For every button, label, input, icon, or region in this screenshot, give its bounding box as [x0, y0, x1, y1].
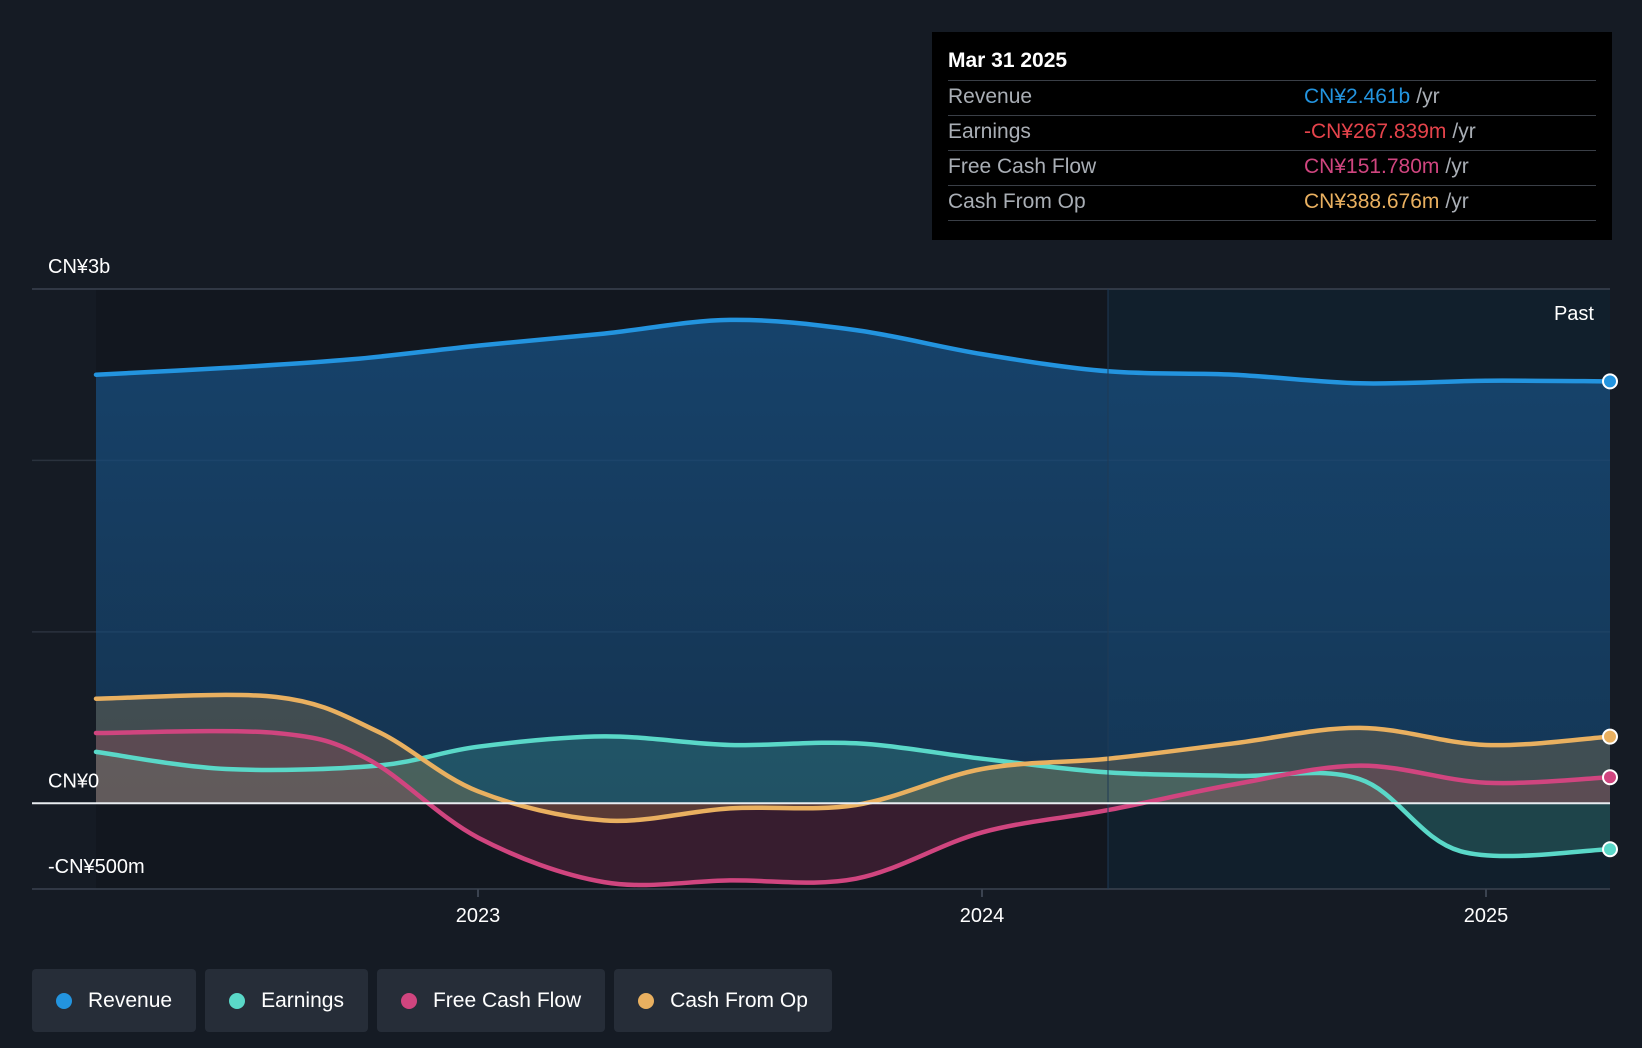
y-tick-label: -CN¥500m — [48, 856, 145, 878]
cash-from-op-area — [96, 694, 1610, 821]
series-lines — [93, 317, 1613, 888]
series-areas — [96, 319, 1610, 886]
tooltip-series-name: Free Cash Flow — [948, 155, 1097, 178]
free-cash-flow-area — [96, 731, 1610, 886]
tooltip-series-name: Earnings — [948, 120, 1031, 143]
tooltip-row: Free Cash Flow CN¥151.780m/yr — [948, 150, 1596, 185]
tooltip-date: Mar 31 2025 — [948, 49, 1068, 72]
free-cash-flow-end-dot — [1602, 769, 1618, 786]
tooltip-series-value: -CN¥267.839m — [1304, 120, 1447, 143]
series-end-dots — [1602, 373, 1618, 858]
y-tick-label: CN¥3b — [48, 256, 110, 278]
tooltip-series-value: CN¥388.676m — [1304, 190, 1440, 213]
legend-dot-icon — [400, 992, 417, 1009]
y-axis-labels: CN¥3b CN¥0 -CN¥500m — [48, 256, 145, 878]
x-tick-label: 2024 — [960, 905, 1005, 927]
legend-label: Cash From Op — [670, 988, 808, 1012]
x-tick-label: 2023 — [456, 905, 501, 927]
tooltip-row: Cash From Op CN¥388.676m/yr — [948, 185, 1596, 221]
revenue-end-dot — [1602, 373, 1618, 390]
revenue-area — [96, 319, 1610, 804]
legend-label: Earnings — [261, 988, 344, 1012]
x-axis-labels: 2023 2024 2025 — [456, 889, 1509, 927]
tooltip-series-value: CN¥2.461b — [1304, 85, 1411, 108]
legend-dot-icon — [638, 992, 655, 1009]
tooltip-unit: /yr — [1445, 190, 1469, 213]
tooltip-series-name: Cash From Op — [948, 190, 1086, 213]
tooltip-unit: /yr — [1445, 155, 1469, 178]
legend-item-earnings[interactable]: Earnings — [205, 969, 368, 1032]
free-cash-flow-line[interactable] — [93, 728, 1613, 888]
tooltip-unit: /yr — [1416, 85, 1440, 108]
legend-item-free-cash-flow[interactable]: Free Cash Flow — [376, 969, 606, 1032]
x-tick-label: 2025 — [1464, 905, 1509, 927]
legend-dot-icon — [56, 992, 72, 1009]
y-tick-label: CN¥0 — [48, 770, 99, 792]
revenue-line[interactable] — [93, 317, 1613, 386]
tooltip: Mar 31 2025 Revenue CN¥2.461b/yr Earnings -… — [932, 32, 1612, 240]
tooltip-row: Earnings -CN¥267.839m/yr — [948, 115, 1596, 150]
tooltip-series-name: Revenue — [948, 85, 1033, 108]
legend-item-cash-from-op[interactable]: Cash From Op — [614, 969, 832, 1032]
earnings-end-dot — [1602, 841, 1618, 858]
cash-from-op-end-dot — [1602, 728, 1618, 745]
tooltip-series-value: CN¥151.780m — [1304, 155, 1440, 178]
legend-dot-icon — [229, 992, 246, 1009]
tooltip-unit: /yr — [1452, 120, 1476, 143]
legend-label: Free Cash Flow — [432, 988, 582, 1012]
past-label: Past — [1554, 303, 1594, 325]
legend-label: Revenue — [88, 988, 173, 1012]
legend: Revenue Earnings Free Cash Flow Cash From O… — [32, 969, 832, 1032]
legend-item-revenue[interactable]: Revenue — [32, 969, 197, 1032]
chart-canvas: CN¥3b CN¥0 -CN¥500m 2023 2024 2025 Past — [32, 256, 1618, 927]
tooltip-row: Revenue CN¥2.461b/yr — [948, 80, 1596, 115]
cash-from-op-line[interactable] — [93, 692, 1613, 824]
earnings-area — [96, 736, 1610, 857]
